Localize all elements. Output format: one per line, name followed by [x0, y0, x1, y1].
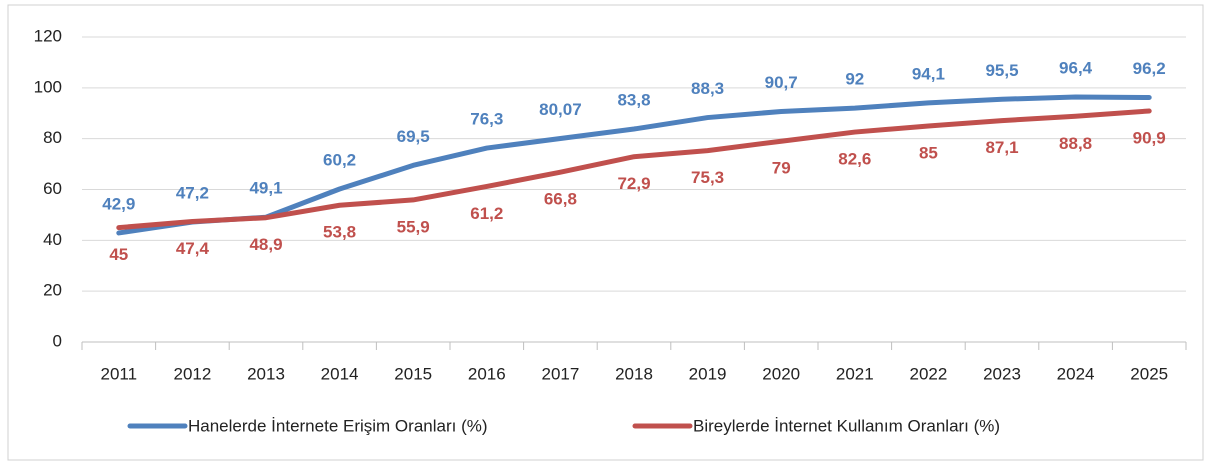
data-label: 69,5 — [397, 127, 430, 146]
data-label: 55,9 — [397, 217, 430, 236]
data-label: 92 — [845, 70, 864, 89]
data-label: 90,7 — [765, 73, 798, 92]
x-tick-label: 2020 — [762, 364, 800, 383]
data-label: 72,9 — [617, 174, 650, 193]
legend-label: Hanelerde İnternete Erişim Oranları (%) — [188, 416, 488, 435]
data-label: 88,3 — [691, 79, 724, 98]
data-label: 75,3 — [691, 168, 724, 187]
y-tick-label: 120 — [34, 26, 62, 45]
x-tick-label: 2024 — [1057, 364, 1095, 383]
data-label: 47,2 — [176, 184, 209, 203]
data-label: 80,07 — [539, 100, 582, 119]
x-tick-label: 2025 — [1130, 364, 1168, 383]
data-label: 87,1 — [985, 138, 1018, 157]
y-tick-label: 0 — [53, 331, 62, 350]
data-label: 79 — [772, 159, 791, 178]
data-label: 96,2 — [1133, 59, 1166, 78]
y-tick-label: 40 — [43, 230, 62, 249]
data-label: 45 — [109, 245, 128, 264]
data-label: 49,1 — [249, 179, 282, 198]
x-tick-label: 2021 — [836, 364, 874, 383]
y-tick-label: 20 — [43, 281, 62, 300]
x-tick-label: 2015 — [394, 364, 432, 383]
data-label: 90,9 — [1133, 128, 1166, 147]
data-label: 47,4 — [176, 239, 210, 258]
data-label: 53,8 — [323, 223, 356, 242]
x-tick-label: 2019 — [689, 364, 727, 383]
series-line — [116, 94, 1152, 236]
y-tick-label: 60 — [43, 179, 62, 198]
series-line — [116, 108, 1152, 231]
x-tick-label: 2011 — [101, 364, 138, 383]
x-tick-label: 2012 — [173, 364, 211, 383]
data-label: 88,8 — [1059, 134, 1092, 153]
data-label: 85 — [919, 143, 938, 162]
x-tick-label: 2018 — [615, 364, 653, 383]
data-label: 83,8 — [617, 90, 650, 109]
data-label: 82,6 — [838, 150, 871, 169]
data-label: 61,2 — [470, 204, 503, 223]
x-tick-label: 2022 — [909, 364, 947, 383]
data-label: 66,8 — [544, 190, 577, 209]
y-tick-label: 100 — [34, 77, 62, 96]
x-tick-label: 2013 — [247, 364, 285, 383]
data-label: 96,4 — [1059, 58, 1093, 77]
data-label: 94,1 — [912, 64, 945, 83]
legend-label: Bireylerde İnternet Kullanım Oranları (%… — [693, 416, 1000, 435]
x-tick-label: 2017 — [541, 364, 579, 383]
data-label: 42,9 — [102, 194, 135, 213]
y-tick-label: 80 — [43, 128, 62, 147]
x-tick-label: 2016 — [468, 364, 506, 383]
chart-border — [7, 4, 1204, 461]
x-tick-label: 2023 — [983, 364, 1021, 383]
data-label: 76,3 — [470, 110, 503, 129]
x-tick-label: 2014 — [321, 364, 359, 383]
data-label: 48,9 — [249, 235, 282, 254]
data-label: 95,5 — [985, 61, 1018, 80]
data-label: 60,2 — [323, 150, 356, 169]
